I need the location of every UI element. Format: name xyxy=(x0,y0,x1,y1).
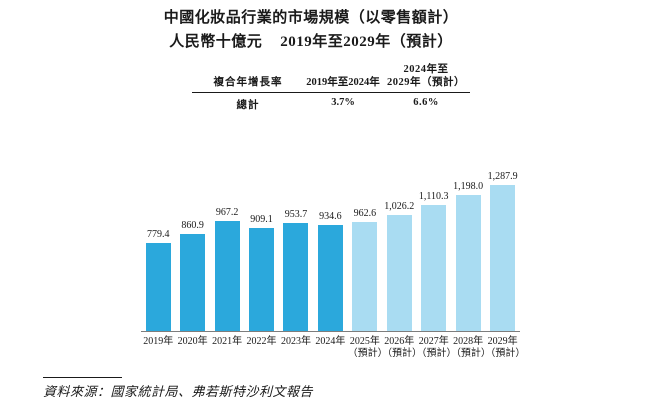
x-axis-label: 2027年 （預計） xyxy=(416,336,457,360)
bar-group: 967.2 xyxy=(210,207,244,331)
bar xyxy=(283,222,309,331)
x-axis-label: 2023年 xyxy=(279,336,313,360)
bar xyxy=(214,221,240,331)
x-axis-label-year: 2023年 xyxy=(280,336,311,347)
cagr-table-header-row: 複合年增長率 2019年至2024年 2024年至 2029年（預計） xyxy=(192,63,470,89)
source-text: 資料來源：國家統計局、弗若斯特沙利文報告 xyxy=(43,384,314,399)
bar-value-label: 953.7 xyxy=(284,208,308,220)
bar-group: 1,198.0 xyxy=(451,181,485,331)
x-axis-label-forecast-note: （預計） xyxy=(450,348,491,359)
cagr-header-period2-line1: 2024年至 xyxy=(403,64,449,75)
bar-value-label: 1,110.3 xyxy=(418,191,449,203)
x-axis-label-year: 2025年 xyxy=(349,336,380,347)
bar xyxy=(249,228,275,331)
bar-value-label: 1,287.9 xyxy=(487,171,518,183)
x-axis-label-forecast-note: （預計） xyxy=(416,348,457,359)
x-axis-label-year: 2026年 xyxy=(384,336,415,347)
x-axis-label: 2026年 （預計） xyxy=(382,336,423,360)
bar-value-label: 779.4 xyxy=(146,228,170,240)
x-axis-label-year: 2021年 xyxy=(212,336,243,347)
bar xyxy=(490,185,516,331)
bar-value-label: 967.2 xyxy=(215,207,239,219)
bar-value-label: 860.9 xyxy=(181,219,204,231)
bar-group: 1,110.3 xyxy=(417,191,451,331)
bar-group: 779.4 xyxy=(141,229,175,331)
chart-header: 中國化妝品行業的市場規模（以零售額計） 人民幣十億元 2019年至2029年（預計… xyxy=(0,7,622,53)
cagr-header-period2: 2024年至 2029年（預計） xyxy=(382,63,470,89)
footnote-rule xyxy=(43,377,122,378)
x-axis-label: 2029年 （預計） xyxy=(485,336,526,360)
x-axis-label-year: 2019年 xyxy=(143,336,174,347)
bar-group: 962.6 xyxy=(348,208,382,331)
bars-row: 779.4 860.9 967.2 909.1 953.7 934.6 962.6 1,026… xyxy=(141,169,520,332)
x-axis-label: 2021年 xyxy=(210,336,244,360)
bar-value-label: 1,198.0 xyxy=(453,181,484,193)
cagr-table-data-row: 總計 3.7% 6.6% xyxy=(192,93,470,112)
page-subtitle: 人民幣十億元 2019年至2029年（預計） xyxy=(0,31,622,53)
cagr-table: 複合年增長率 2019年至2024年 2024年至 2029年（預計） 總計 3… xyxy=(192,63,470,112)
bar-value-label: 934.6 xyxy=(319,211,342,223)
cagr-header-label: 複合年增長率 xyxy=(213,77,283,88)
cagr-header-period1: 2019年至2024年 xyxy=(306,77,380,88)
cagr-value-period1: 3.7% xyxy=(331,97,355,108)
x-axis-label-forecast-note: （預計） xyxy=(347,348,388,359)
x-axis-label: 2028年 （預計） xyxy=(450,336,491,360)
x-axis-label: 2022年 xyxy=(244,336,278,360)
page-title: 中國化妝品行業的市場規模（以零售額計） xyxy=(163,10,459,26)
x-axis-label-forecast-note: （預計） xyxy=(382,348,423,359)
bar xyxy=(145,242,171,331)
bar-group: 1,026.2 xyxy=(382,201,416,331)
x-axis-label-year: 2020年 xyxy=(177,336,208,347)
cagr-header-period2-line2: 2029年（預計） xyxy=(387,77,465,88)
x-axis-label-year: 2024年 xyxy=(315,336,346,347)
bar-value-label: 1,026.2 xyxy=(384,200,415,212)
bar-chart: 779.4 860.9 967.2 909.1 953.7 934.6 962.6 1,026… xyxy=(141,169,526,360)
cagr-row-label: 總計 xyxy=(236,100,260,111)
bar xyxy=(386,214,412,331)
x-axis-label: 2020年 xyxy=(175,336,209,360)
bar-group: 860.9 xyxy=(175,219,209,331)
x-axis-label-forecast-note: （預計） xyxy=(485,348,526,359)
x-axis-label-year: 2022年 xyxy=(246,336,277,347)
x-axis-row: 2019年 2020年 2021年 2022年 2023年 2024年 2025年 （預計） 2… xyxy=(141,336,526,360)
bar-group: 909.1 xyxy=(244,214,278,331)
bar xyxy=(180,233,206,331)
bar-group: 934.6 xyxy=(313,211,347,331)
x-axis-label-year: 2029年 xyxy=(487,336,518,347)
bar xyxy=(421,205,447,331)
cagr-value-period2: 6.6% xyxy=(413,97,439,108)
cagr-table-rule xyxy=(192,92,470,93)
x-axis-label: 2025年 （預計） xyxy=(347,336,388,360)
bar-group: 1,287.9 xyxy=(485,171,519,331)
x-axis-label-year: 2028年 xyxy=(453,336,484,347)
x-axis-label-year: 2027年 xyxy=(418,336,449,347)
x-axis-label: 2019年 xyxy=(141,336,175,360)
subtitle-unit: 人民幣十億元 xyxy=(169,34,263,50)
bar xyxy=(455,195,481,331)
bar xyxy=(352,221,378,331)
bar-group: 953.7 xyxy=(279,209,313,331)
subtitle-range: 2019年至2029年（預計） xyxy=(280,34,453,50)
bar-value-label: 962.6 xyxy=(353,207,377,219)
bar-value-label: 909.1 xyxy=(250,214,273,225)
x-axis-label: 2024年 xyxy=(313,336,347,360)
bar xyxy=(317,225,343,331)
